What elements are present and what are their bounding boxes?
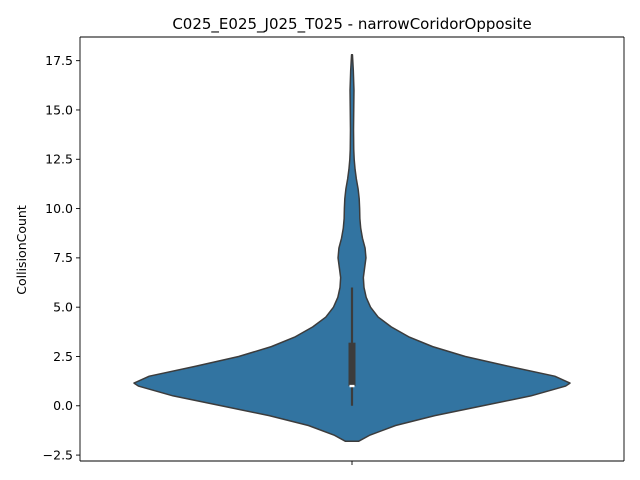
y-tick-label: 12.5 [45,152,73,167]
violin-body [133,54,571,443]
y-tick-label: 0.0 [53,398,73,413]
plot-area: −2.5 0.0 2.5 5.0 7.5 10.0 12.5 15.0 17.5 [43,36,625,465]
y-tick-label: 10.0 [45,201,73,216]
y-tick-label: 5.0 [53,299,73,314]
y-tick-label: 2.5 [53,349,73,364]
median-marker [349,384,355,388]
iqr-box [348,342,356,387]
chart-title: C025_E025_J025_T025 - narrowCoridorOppos… [172,15,531,34]
y-tick-label: −2.5 [43,447,73,462]
y-tick-label: 17.5 [45,53,73,68]
y-tick-label: 7.5 [53,250,73,265]
y-axis-label: CollisionCount [14,205,29,295]
y-tick-label: 15.0 [45,102,73,117]
